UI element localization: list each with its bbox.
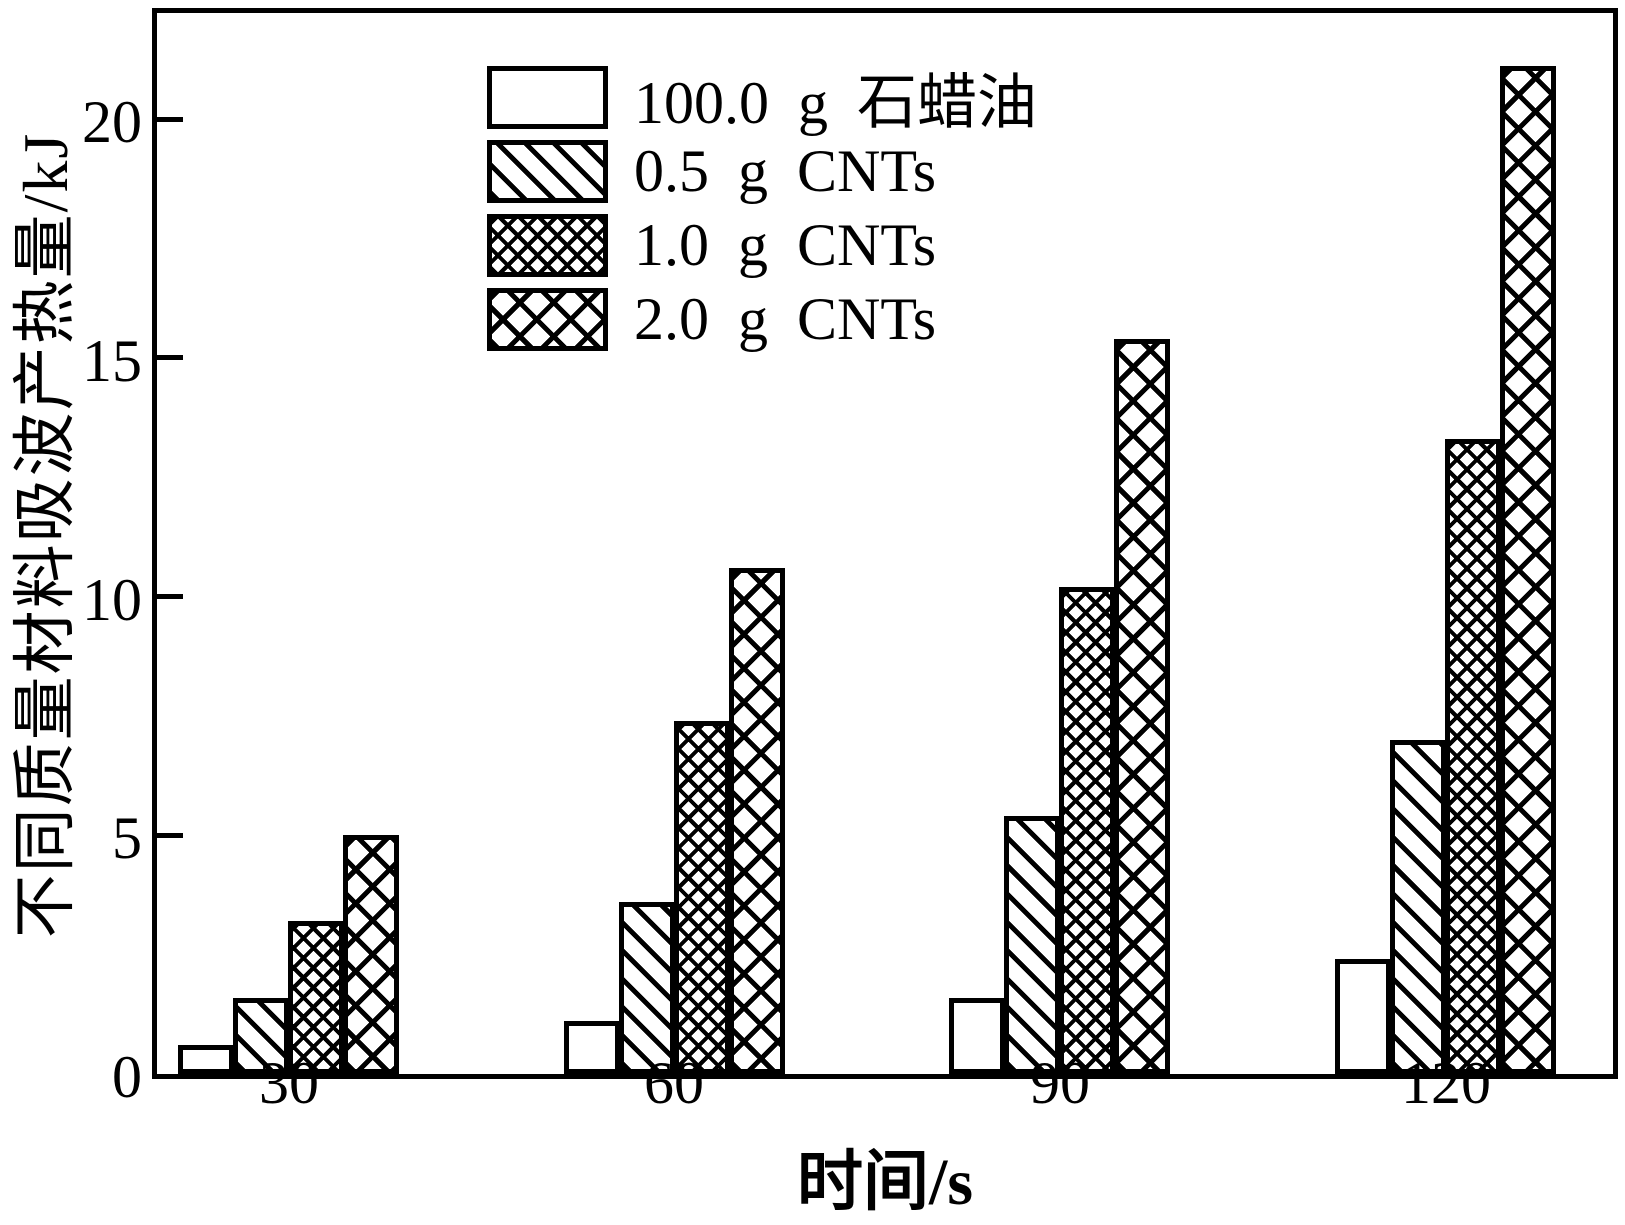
bar-60s-series-1 [619, 902, 675, 1074]
bar-30s-series-2 [288, 921, 344, 1074]
legend-swatch-solid-white [487, 66, 608, 129]
bar-120s-series-1 [1390, 740, 1446, 1074]
bar-30s-series-1 [233, 998, 289, 1074]
y-tick-mark [157, 594, 183, 599]
bar-30s-series-0 [178, 1045, 234, 1074]
x-tick-label: 60 [644, 1050, 704, 1116]
legend-swatch-diagonal-hatch [487, 140, 608, 203]
bar-60s-series-2 [674, 721, 730, 1074]
bar-60s-series-3 [729, 568, 785, 1074]
legend-entry: 1.0 g CNTs [487, 212, 1037, 278]
x-tick-label: 90 [1030, 1050, 1090, 1116]
bar-90s-series-2 [1059, 587, 1115, 1074]
y-tick-label: 10 [82, 566, 142, 633]
legend-swatch-wide-crosshatch [487, 288, 608, 351]
bar-120s-series-3 [1500, 66, 1556, 1074]
x-tick-label: 120 [1401, 1050, 1491, 1116]
y-tick-mark [157, 355, 183, 361]
legend-entry: 0.5 g CNTs [487, 138, 1037, 204]
legend-entry: 2.0 g CNTs [487, 286, 1037, 352]
legend-entry: 100.0 g 石蜡油 [487, 66, 1037, 136]
y-tick-mark [157, 116, 183, 122]
y-tick-label: 0 [112, 1044, 142, 1110]
y-tick-label: 20 [82, 89, 142, 155]
x-axis-title: 时间/s [796, 1146, 974, 1219]
bar-90s-series-0 [949, 998, 1005, 1074]
legend-swatch-dense-crosshatch [487, 214, 608, 277]
bar-90s-series-3 [1114, 339, 1170, 1074]
legend-label: 100.0 g 石蜡油 [634, 70, 1037, 136]
legend-label: 0.5 g CNTs [634, 138, 937, 204]
y-tick-label: 15 [82, 327, 142, 394]
bar-30s-series-3 [343, 835, 399, 1074]
bar-120s-series-2 [1445, 439, 1501, 1074]
x-tick-label: 30 [259, 1050, 319, 1116]
legend: 100.0 g 石蜡油 0.5 g CNTs 1.0 g CNTs 2.0 g CNT… [487, 66, 1037, 362]
bar-60s-series-0 [564, 1021, 620, 1074]
plot-area [152, 8, 1618, 1079]
bar-120s-series-0 [1335, 959, 1391, 1074]
legend-label: 2.0 g CNTs [634, 286, 937, 352]
plot-inner [157, 13, 1613, 1074]
legend-label: 1.0 g CNTs [634, 212, 937, 278]
bar-90s-series-1 [1004, 816, 1060, 1074]
y-tick-label: 5 [112, 805, 142, 872]
y-tick-mark [157, 832, 183, 838]
